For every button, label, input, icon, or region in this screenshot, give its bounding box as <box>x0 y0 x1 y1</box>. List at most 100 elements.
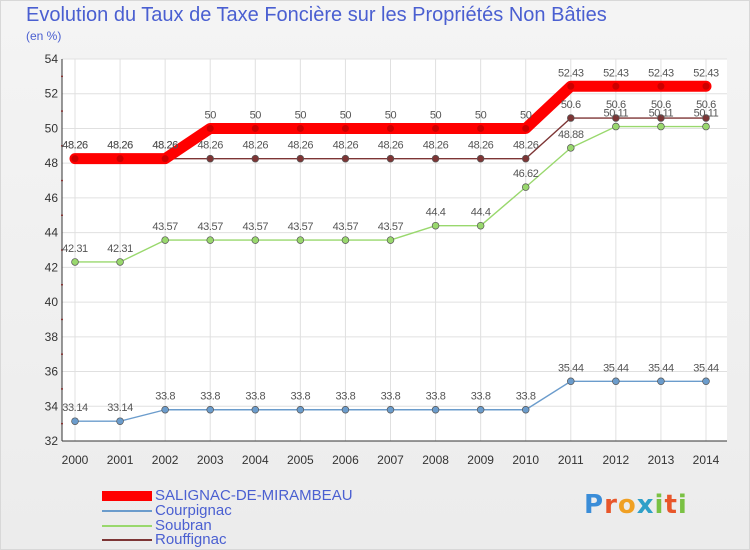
data-point <box>477 124 485 132</box>
legend-label-rouffignac: Rouffignac <box>155 531 227 548</box>
data-point <box>476 154 485 163</box>
data-label: 44.4 <box>471 207 491 219</box>
data-label: 43.57 <box>333 221 359 233</box>
data-label: 33.8 <box>381 391 401 403</box>
data-point <box>702 122 710 131</box>
data-label: 33.8 <box>516 391 536 403</box>
data-label: 33.14 <box>107 402 133 414</box>
data-label: 43.57 <box>197 221 223 233</box>
data-point <box>296 124 304 132</box>
legend-swatch-rouffignac <box>102 539 152 541</box>
data-label: 33.8 <box>471 391 491 403</box>
data-point <box>71 258 79 266</box>
data-label: 48.26 <box>513 140 539 152</box>
data-point <box>206 124 214 132</box>
data-point <box>521 154 530 163</box>
data-label: 50 <box>204 109 216 121</box>
data-label: 35.44 <box>558 362 584 374</box>
data-point <box>161 155 169 163</box>
data-point <box>296 154 305 163</box>
data-label: 48.26 <box>333 140 359 152</box>
data-label: 48.26 <box>378 140 404 152</box>
data-label: 42.31 <box>62 243 88 255</box>
legend-swatch-courpignac <box>102 510 152 512</box>
data-point <box>251 405 260 414</box>
data-label: 43.57 <box>378 221 404 233</box>
data-label: 48.26 <box>107 140 133 152</box>
data-point <box>702 377 710 386</box>
data-label: 52.43 <box>558 67 584 79</box>
data-label: 48.26 <box>197 140 223 152</box>
x-tick-label: 2014 <box>693 453 720 467</box>
data-point <box>521 405 530 414</box>
data-point <box>386 154 395 163</box>
data-label: 50 <box>385 109 397 121</box>
y-tick-label: 44 <box>45 226 59 240</box>
data-point <box>296 405 305 414</box>
y-tick-label: 34 <box>45 399 59 413</box>
data-point <box>657 82 665 90</box>
x-tick-label: 2000 <box>62 453 89 467</box>
data-point <box>521 183 530 191</box>
data-point <box>251 236 260 244</box>
data-label: 33.8 <box>200 391 220 403</box>
data-label: 52.43 <box>648 67 674 79</box>
data-point <box>431 154 440 163</box>
data-point <box>612 122 620 131</box>
chart-title: Evolution du Taux de Taxe Foncière sur l… <box>26 4 607 26</box>
data-label: 43.57 <box>243 221 269 233</box>
x-tick-label: 2010 <box>512 453 539 467</box>
data-point <box>432 124 440 132</box>
data-point <box>71 417 79 425</box>
data-point <box>116 258 124 266</box>
data-point <box>657 114 665 122</box>
data-label: 43.57 <box>288 221 314 233</box>
data-point <box>476 221 485 230</box>
data-label: 43.57 <box>152 221 178 233</box>
data-label: 50.11 <box>649 108 674 120</box>
data-label: 42.31 <box>107 243 133 255</box>
x-tick-label: 2003 <box>197 453 224 467</box>
data-label: 33.8 <box>426 391 446 403</box>
data-label: 50 <box>520 109 532 121</box>
legend-label-courpignac: Courpignac <box>155 502 232 519</box>
data-point <box>431 405 440 414</box>
data-label: 44.4 <box>426 207 446 219</box>
x-tick-label: 2007 <box>377 453 404 467</box>
data-point <box>296 236 305 244</box>
data-point <box>702 114 710 122</box>
y-tick-label: 54 <box>45 52 59 66</box>
data-point <box>206 405 214 414</box>
data-label: 50.6 <box>561 99 581 111</box>
data-label: 48.26 <box>288 140 314 152</box>
data-label: 33.8 <box>245 391 265 403</box>
data-label: 48.26 <box>152 140 178 152</box>
data-label: 33.8 <box>155 391 175 403</box>
data-point <box>116 417 124 425</box>
legend-label-salignac: SALIGNAC-DE-MIRAMBEAU <box>155 487 353 504</box>
y-tick-label: 52 <box>45 87 59 101</box>
data-point <box>567 377 575 386</box>
data-point <box>657 377 665 386</box>
series-layer <box>69 80 712 425</box>
data-point <box>567 82 575 90</box>
data-label: 48.26 <box>62 140 88 152</box>
data-label: 33.8 <box>336 391 356 403</box>
data-point <box>251 124 259 132</box>
data-label: 35.44 <box>693 362 719 374</box>
data-label: 48.26 <box>468 140 494 152</box>
y-tick-label: 36 <box>45 365 59 379</box>
data-label: 50.11 <box>694 108 719 120</box>
data-label: 48.26 <box>423 140 449 152</box>
y-tick-label: 42 <box>45 260 59 274</box>
data-point <box>387 124 394 132</box>
data-point <box>386 236 395 244</box>
x-tick-label: 2008 <box>422 453 449 467</box>
x-tick-label: 2011 <box>558 453 584 467</box>
data-label: 50.6 <box>606 99 626 111</box>
data-point <box>161 236 169 244</box>
axes: 32 34 36 38 40 42 44 46 48 50 52 54 2000 2001 2002 2003… <box>45 52 727 467</box>
legend-label-soubran: Soubran <box>155 517 212 534</box>
data-point <box>612 82 620 90</box>
data-label: 33.8 <box>290 391 310 403</box>
